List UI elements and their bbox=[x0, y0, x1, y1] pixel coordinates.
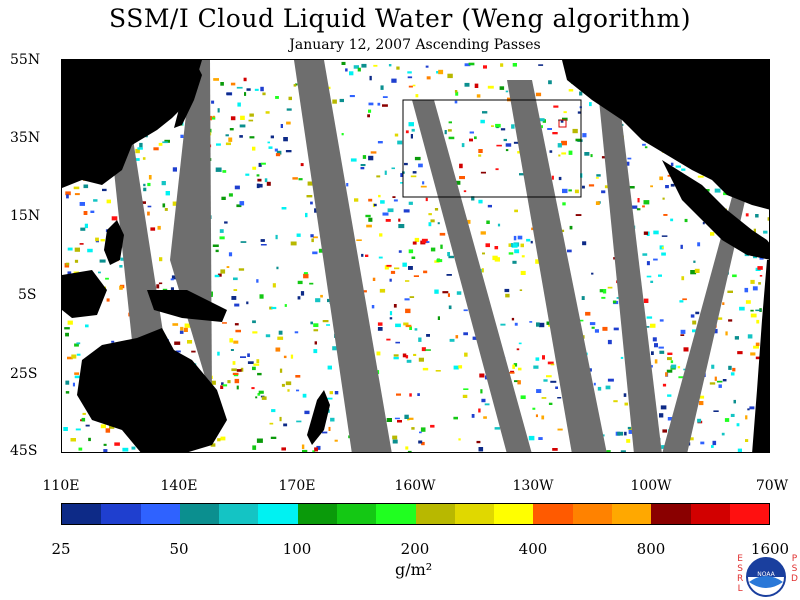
colorbar-units: g/m² bbox=[395, 560, 433, 579]
land-masses bbox=[62, 60, 769, 452]
colorbar-segment bbox=[62, 504, 102, 524]
logo-text: NOAA bbox=[757, 571, 775, 578]
colorbar-segment bbox=[336, 504, 377, 524]
station-marker bbox=[558, 119, 567, 128]
lon-tick-160w: 160W bbox=[394, 478, 436, 494]
lon-tick-140e: 140E bbox=[160, 478, 198, 494]
colorbar-segment bbox=[729, 504, 770, 524]
colorbar-label-400: 400 bbox=[518, 540, 548, 558]
new-guinea bbox=[147, 290, 227, 322]
swath-gap-3 bbox=[294, 60, 392, 452]
colorbar-segment bbox=[258, 504, 298, 524]
south-america bbox=[752, 260, 769, 452]
lat-tick-35n: 35N bbox=[10, 130, 41, 146]
logo-top bbox=[747, 558, 785, 577]
swath-gap-6 bbox=[597, 80, 662, 452]
lat-tick-25s: 25S bbox=[10, 366, 38, 382]
colorbar-label-200: 200 bbox=[400, 540, 430, 558]
map-svg bbox=[62, 60, 769, 452]
colorbar bbox=[61, 503, 770, 525]
chart-title: SSM/I Cloud Liquid Water (Weng algorithm… bbox=[109, 4, 691, 33]
lon-tick-100w: 100W bbox=[630, 478, 672, 494]
colorbar-segment bbox=[690, 504, 730, 524]
colorbar-segment bbox=[611, 504, 652, 524]
lat-tick-55n: 55N bbox=[10, 52, 41, 68]
colorbar-segment bbox=[572, 504, 612, 524]
lon-tick-130w: 130W bbox=[512, 478, 554, 494]
japan bbox=[174, 65, 202, 128]
colorbar-segment bbox=[533, 504, 573, 524]
australia bbox=[77, 328, 227, 452]
inset-box bbox=[402, 99, 582, 198]
swath-gap-4 bbox=[412, 100, 532, 452]
colorbar-label-100: 100 bbox=[282, 540, 312, 558]
colorbar-label-800: 800 bbox=[636, 540, 666, 558]
colorbar-segment bbox=[179, 504, 220, 524]
lat-tick-5s: 5S bbox=[18, 287, 37, 303]
colorbar-label-1600: 1600 bbox=[750, 540, 790, 558]
new-zealand bbox=[307, 390, 330, 445]
lat-tick-45s: 45S bbox=[10, 443, 38, 459]
colorbar-segment bbox=[140, 504, 180, 524]
colorbar-segment bbox=[415, 504, 455, 524]
colorbar-label-50: 50 bbox=[169, 540, 189, 558]
central-america bbox=[662, 160, 769, 260]
swath-gap-5 bbox=[507, 80, 607, 452]
lon-tick-110e: 110E bbox=[42, 478, 80, 494]
noaa-logo: NOAA bbox=[746, 557, 786, 597]
lon-tick-170e: 170E bbox=[278, 478, 316, 494]
lat-tick-15n: 15N bbox=[10, 208, 41, 224]
chart-subtitle: January 12, 2007 Ascending Passes bbox=[289, 37, 541, 53]
lon-tick-70w: 70W bbox=[755, 478, 789, 494]
philippines bbox=[104, 220, 124, 265]
colorbar-segment bbox=[494, 504, 534, 524]
colorbar-segment bbox=[651, 504, 691, 524]
colorbar-segment bbox=[101, 504, 141, 524]
cloud-water-map bbox=[61, 59, 770, 453]
north-america bbox=[562, 60, 769, 210]
colorbar-segment bbox=[219, 504, 259, 524]
borneo bbox=[62, 270, 107, 318]
colorbar-segment bbox=[297, 504, 337, 524]
colorbar-segment bbox=[376, 504, 416, 524]
colorbar-label-25: 25 bbox=[51, 540, 71, 558]
asia-mainland bbox=[62, 60, 202, 188]
colorbar-segment bbox=[454, 504, 495, 524]
logo-wave bbox=[749, 576, 783, 588]
